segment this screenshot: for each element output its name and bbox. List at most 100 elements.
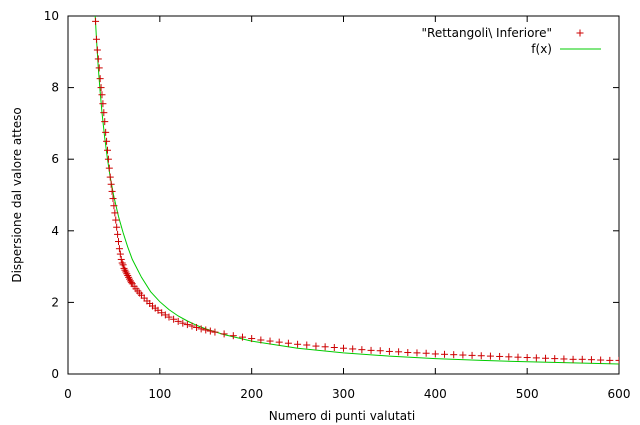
data-point-plus [174,317,182,325]
data-point-plus [92,35,100,43]
data-point-plus [330,344,338,352]
data-point-plus [125,273,133,281]
data-point-plus [505,353,513,361]
data-point-plus [284,339,292,347]
x-tick-labels: 0 100 200 300 400 500 600 [64,387,630,401]
data-point-plus [96,75,104,83]
y-tick-label: 8 [51,81,59,95]
axis-ticks [67,15,620,375]
data-point-plus [193,323,201,331]
data-point-plus [111,209,119,217]
data-point-plus [477,352,485,360]
legend-marker-plus [576,29,584,37]
data-point-plus [532,354,540,362]
data-point-plus [542,354,550,362]
data-point-plus [312,342,320,350]
data-point-plus [197,325,205,333]
data-point-plus [123,270,131,278]
data-point-plus [238,333,246,341]
data-point-plus [367,346,375,354]
legend-label-rettangoli: "Rettangoli\ Inferiore" [422,26,553,40]
data-point-plus [179,319,187,327]
data-point-plus [170,315,178,323]
data-point-plus [110,202,118,210]
data-point-plus [103,137,111,145]
data-point-plus [127,278,135,286]
data-point-plus [118,259,126,267]
y-tick-label: 0 [51,367,59,381]
series-layer [92,16,619,365]
data-point-plus [413,349,421,357]
data-point-plus [120,264,128,272]
data-point-plus [257,336,265,344]
data-point-plus [114,230,122,238]
data-point-plus [106,173,114,181]
data-point-plus [422,349,430,357]
y-tick-label: 6 [51,152,59,166]
data-point-plus [113,223,121,231]
data-point-plus [108,187,116,195]
legend-label-fx: f(x) [531,42,552,56]
data-point-plus [395,348,403,356]
data-point-plus [248,335,256,343]
data-point-plus [404,349,412,357]
data-point-plus [321,343,329,351]
data-point-plus [229,332,237,340]
data-point-plus [569,355,577,363]
data-point-plus [158,309,166,317]
data-point-plus [606,356,614,364]
x-tick-label: 100 [148,387,171,401]
data-point-plus [266,337,274,345]
data-point-plus [441,350,449,358]
data-point-plus [107,180,115,188]
data-point-plus [92,17,100,25]
data-point-plus [94,55,102,63]
data-point-plus [358,346,366,354]
data-point-plus [514,353,522,361]
data-point-plus [100,109,108,117]
data-point-plus [496,352,504,360]
x-tick-label: 500 [516,387,539,401]
data-point-plus [154,306,162,314]
data-point-plus [560,355,568,363]
data-point-plus [99,100,107,108]
data-point-plus [117,255,125,263]
data-point-plus [104,155,112,163]
y-tick-label: 2 [51,295,59,309]
data-point-plus [294,340,302,348]
y-tick-label: 4 [51,224,59,238]
data-point-plus [103,146,111,154]
y-tick-label: 10 [44,9,59,23]
data-point-plus [102,128,110,136]
data-point-plus [105,164,113,172]
data-point-plus [220,330,228,338]
data-point-plus [303,341,311,349]
data-point-plus [112,216,120,224]
data-point-plus [551,355,559,363]
data-point-plus [161,311,169,319]
data-point-plus [101,118,109,126]
data-point-plus [340,344,347,352]
data-point-plus [275,338,283,346]
legend: "Rettangoli\ Inferiore" f(x) [422,26,601,56]
x-tick-label: 600 [608,387,631,401]
data-point-plus [97,84,105,92]
data-point-plus [587,356,595,364]
x-tick-label: 0 [64,387,72,401]
data-point-plus [376,347,384,355]
y-tick-labels: 0 2 4 6 8 10 [44,9,59,381]
y-axis-title: Dispersione dal valore atteso [10,107,24,282]
plot-frame [67,15,620,375]
data-point-plus [615,356,619,364]
data-point-plus [98,91,106,99]
data-point-plus [165,313,173,321]
x-tick-label: 400 [424,387,447,401]
x-axis-title: Numero di punti valutati [269,409,415,423]
data-point-plus [121,266,129,274]
data-point-plus [116,250,124,258]
data-point-plus [385,347,393,355]
data-point-plus [523,354,531,362]
data-point-plus [597,356,605,364]
data-point-plus [115,245,123,253]
